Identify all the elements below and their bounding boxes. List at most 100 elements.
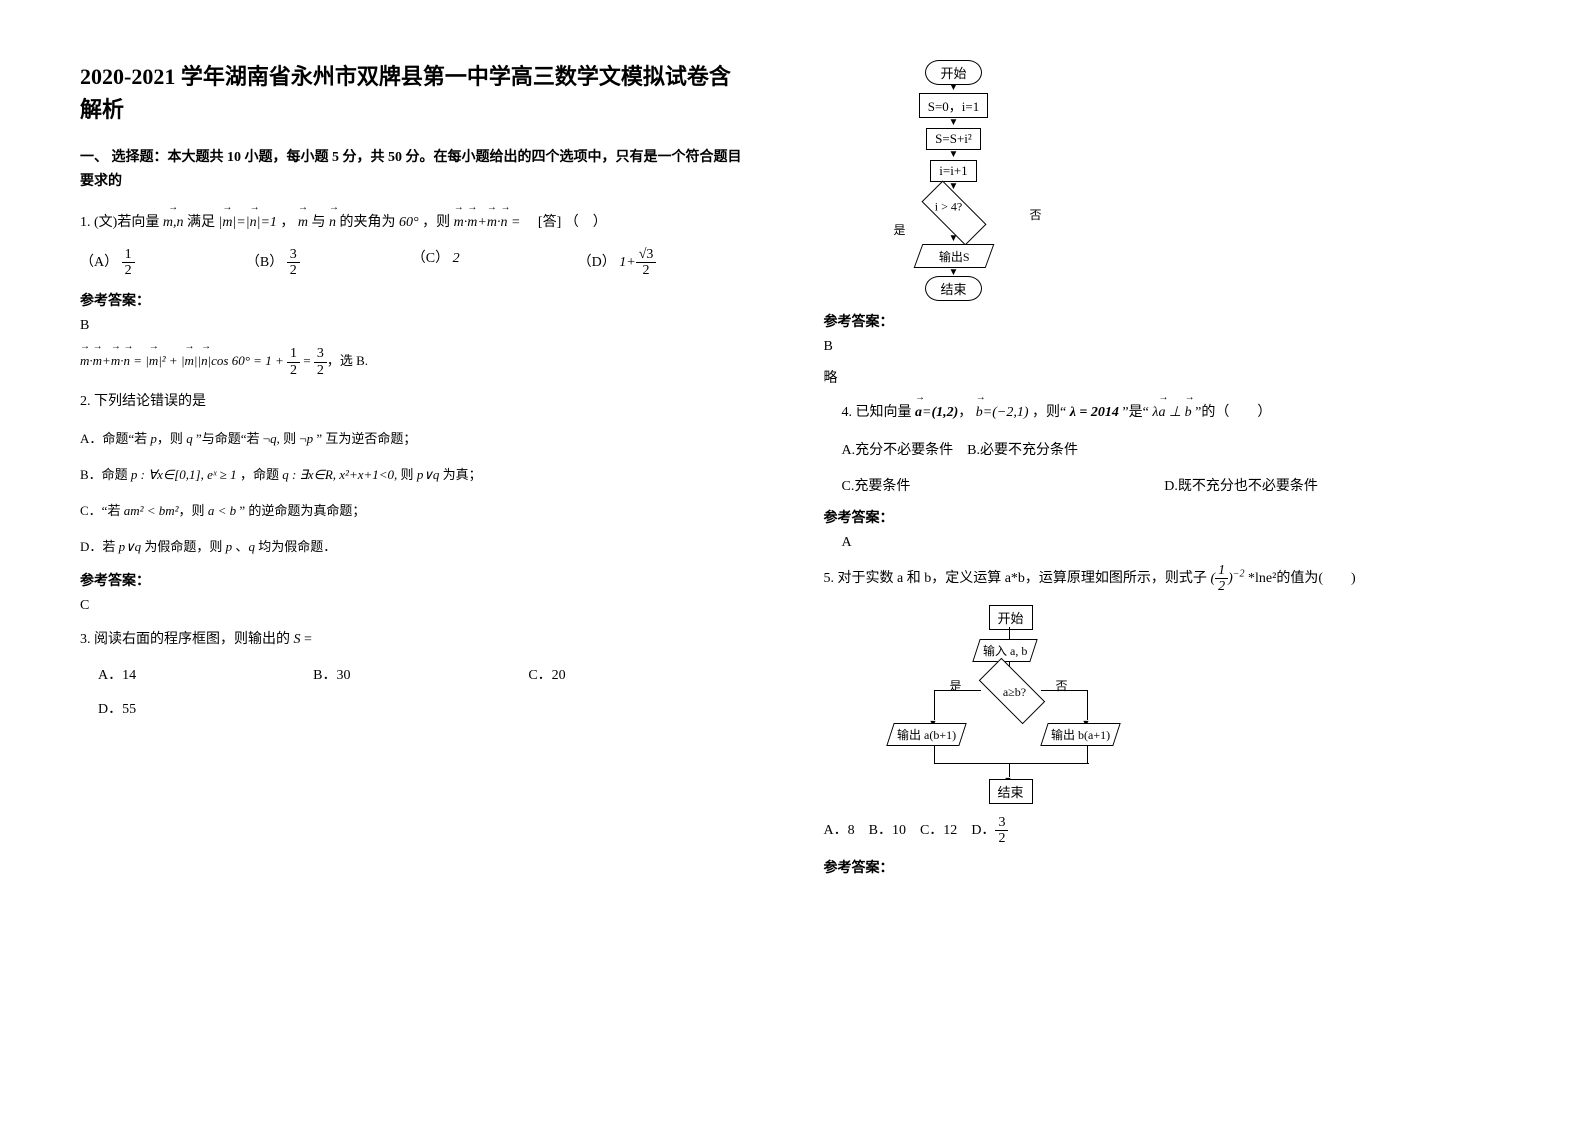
q4-row1: A.充分不必要条件 B.必要不充分条件 bbox=[824, 437, 1488, 465]
q5-mid: *lne²的值为( ) bbox=[1248, 571, 1356, 586]
fc1-arrow4: ▼ bbox=[884, 183, 1024, 191]
q2-b-mid: ，命题 bbox=[240, 467, 282, 482]
q1-tail: [答] （ ） bbox=[524, 215, 607, 230]
fc1-arrow3: ▼ bbox=[884, 151, 1024, 159]
q3-b: B．30 bbox=[313, 664, 528, 684]
q2-ans: C bbox=[80, 598, 744, 614]
q2-b-tail: 则 p∨q 为真； bbox=[401, 467, 482, 482]
q5-pre: 5. 对于实数 a 和 b，定义运算 a*b，运算原理如图所示，则式子 bbox=[824, 571, 1211, 586]
fc2-lm2 bbox=[1087, 745, 1089, 763]
q4-b-opt: B.必要不充分条件 bbox=[967, 443, 1078, 458]
fc2-l1 bbox=[1009, 627, 1011, 639]
q5-bn: 1 bbox=[1215, 563, 1228, 579]
q2-d: D．若 p∨q 为假命题，则 p 、q 均为假命题． bbox=[80, 534, 744, 560]
q1-b-l: （B） bbox=[246, 255, 283, 270]
q3-ans: B bbox=[824, 339, 1488, 355]
q3-ans-label: 参考答案： bbox=[824, 311, 1488, 331]
fc2-lr2 bbox=[1087, 690, 1089, 720]
fc2-lm3 bbox=[934, 763, 1089, 765]
q3-stem-post: = bbox=[301, 632, 312, 647]
q5-b: B．10 bbox=[869, 823, 906, 838]
q5-bd: 2 bbox=[1215, 579, 1228, 594]
q1-d: （D） 1+√32 bbox=[578, 247, 744, 279]
q1-sol-expr: m·m+m·n = |m|² + |m||n|cos 60° = 1 + bbox=[80, 353, 287, 368]
q4-d-opt: D.既不充分也不必要条件 bbox=[1164, 475, 1487, 495]
q4-stem: 4. 已知向量 a=(1,2)， b=(−2,1) ，则“ λ = 2014 ”… bbox=[824, 399, 1488, 427]
fc1-arrow: ▼ bbox=[884, 84, 1024, 92]
fc2-lm1 bbox=[934, 745, 936, 763]
q5-base: (12)−2 bbox=[1210, 571, 1244, 586]
q2-b: B．命题 p : ∀x∈[0,1], eˣ ≥ 1 ，命题 q : ∃x∈R, … bbox=[80, 462, 744, 488]
fc2-in: 输入 a, b bbox=[972, 639, 1038, 662]
q1-b: （B） 32 bbox=[246, 247, 412, 279]
fc2-start: 开始 bbox=[989, 605, 1033, 630]
q1-d-pre: 1+ bbox=[619, 255, 635, 270]
fc1-s2: S=S+i² bbox=[926, 128, 981, 150]
fc1-s1: S=0，i=1 bbox=[919, 93, 989, 118]
q4-b: b=(−2,1) bbox=[976, 405, 1029, 420]
q4-m3: ”的（ ） bbox=[1195, 405, 1271, 420]
q4-m2: ”是“ bbox=[1122, 405, 1148, 420]
q5-ans-label: 参考答案： bbox=[824, 857, 1488, 877]
fc2-out2-t: 输出 b(a+1) bbox=[1051, 726, 1110, 743]
fc2-lr1 bbox=[1041, 690, 1088, 692]
q2-b-p: p : ∀x∈[0,1], eˣ ≥ 1 bbox=[131, 467, 237, 482]
q4-a-opt: A.充分不必要条件 bbox=[842, 443, 954, 458]
q1-vec-mn: m,n bbox=[163, 209, 184, 237]
q1-angle: 60° bbox=[399, 215, 419, 230]
q5-exp: −2 bbox=[1233, 568, 1245, 579]
q1-a-l: （A） bbox=[80, 255, 118, 270]
q2-stem: 2. 下列结论错误的是 bbox=[80, 388, 744, 416]
q4-a: a=(1,2) bbox=[915, 405, 958, 420]
fc2-end: 结束 bbox=[989, 779, 1033, 804]
q3-stem: 3. 阅读右面的程序框图，则输出的 S = bbox=[80, 626, 744, 654]
q5-dn: 3 bbox=[995, 815, 1008, 831]
q2-b-pre: B．命题 bbox=[80, 467, 131, 482]
q1-n: n bbox=[329, 209, 336, 237]
q1-t4: 的夹角为 bbox=[340, 215, 396, 230]
fc2-in-text: 输入 a, b bbox=[983, 642, 1027, 659]
fc1-out-text: 输出S bbox=[938, 248, 969, 265]
q3-a: A．14 bbox=[98, 664, 313, 684]
q3-stem-s: S bbox=[294, 632, 301, 647]
fc2-cond: a≥b? bbox=[978, 658, 1044, 724]
q1-ans: B bbox=[80, 318, 744, 334]
q1-c-v: 2 bbox=[453, 251, 460, 266]
q2-c: C．“若 am² < bm²，则 a < b ” 的逆命题为真命题； bbox=[80, 498, 744, 524]
q1-c-l: （C） bbox=[412, 251, 449, 266]
q1-choices: （A） 12 （B） 32 （C） 2 （D） 1+√32 bbox=[80, 247, 744, 279]
q4-row2: C.充要条件 D.既不充分也不必要条件 bbox=[824, 475, 1488, 495]
exam-title: 2020-2021 学年湖南省永州市双牌县第一中学高三数学文模拟试卷含解析 bbox=[80, 60, 744, 126]
q4-ans-label: 参考答案： bbox=[824, 507, 1488, 527]
fc1-cond-text: i > 4? bbox=[934, 199, 961, 214]
q1-d-frac: √32 bbox=[636, 247, 657, 279]
right-column: 开始 ▼ S=0，i=1 ▼ S=S+i² ▼ i=i+1 ▼ i > 4? 否… bbox=[794, 0, 1587, 1122]
q1-b-frac: 32 bbox=[287, 247, 300, 279]
q1-a-frac: 12 bbox=[122, 247, 135, 279]
q3-flowchart: 开始 ▼ S=0，i=1 ▼ S=S+i² ▼ i=i+1 ▼ i > 4? 否… bbox=[884, 60, 1024, 301]
fc2-out1-t: 输出 a(b+1) bbox=[897, 726, 956, 743]
fc1-s3: i=i+1 bbox=[930, 160, 976, 182]
q5-choices: A．8 B．10 C．12 D．32 bbox=[824, 815, 1488, 847]
fc2-ll2 bbox=[934, 690, 936, 720]
q1-d-l: （D） bbox=[578, 255, 616, 270]
fc2-cond-t: a≥b? bbox=[984, 677, 1044, 700]
q1-a: （A） 12 bbox=[80, 247, 246, 279]
q3-c: C．20 bbox=[528, 664, 743, 684]
q1-stem: 1. (文)若向量 m,n 满足 |m|=|n|=1 ， m 与 n 的夹角为 … bbox=[80, 209, 744, 237]
q1-sol-f1: 12 bbox=[287, 346, 300, 378]
q3-d: D．55 bbox=[80, 696, 744, 724]
q3-stem-pre: 3. 阅读右面的程序框图，则输出的 bbox=[80, 632, 294, 647]
q4-lam: λ = 2014 bbox=[1070, 405, 1119, 420]
q2-b-q: q : ∃x∈R, x²+x+1<0, bbox=[282, 467, 397, 482]
q4-m1: ，则“ bbox=[1032, 405, 1066, 420]
q1-sol-f2: 32 bbox=[314, 346, 327, 378]
q4-ans: A bbox=[824, 535, 1488, 551]
fc2-out1: 输出 a(b+1) bbox=[886, 723, 967, 746]
q1-m: m bbox=[298, 209, 308, 237]
q1-c: （C） 2 bbox=[412, 247, 578, 279]
left-column: 2020-2021 学年湖南省永州市双牌县第一中学高三数学文模拟试卷含解析 一、… bbox=[0, 0, 794, 1122]
q1-t2: ， bbox=[280, 215, 294, 230]
q5-d-l: D． bbox=[971, 823, 995, 838]
q1-solution: m·m+m·n = |m|² + |m||n|cos 60° = 1 + 12 … bbox=[80, 346, 744, 378]
